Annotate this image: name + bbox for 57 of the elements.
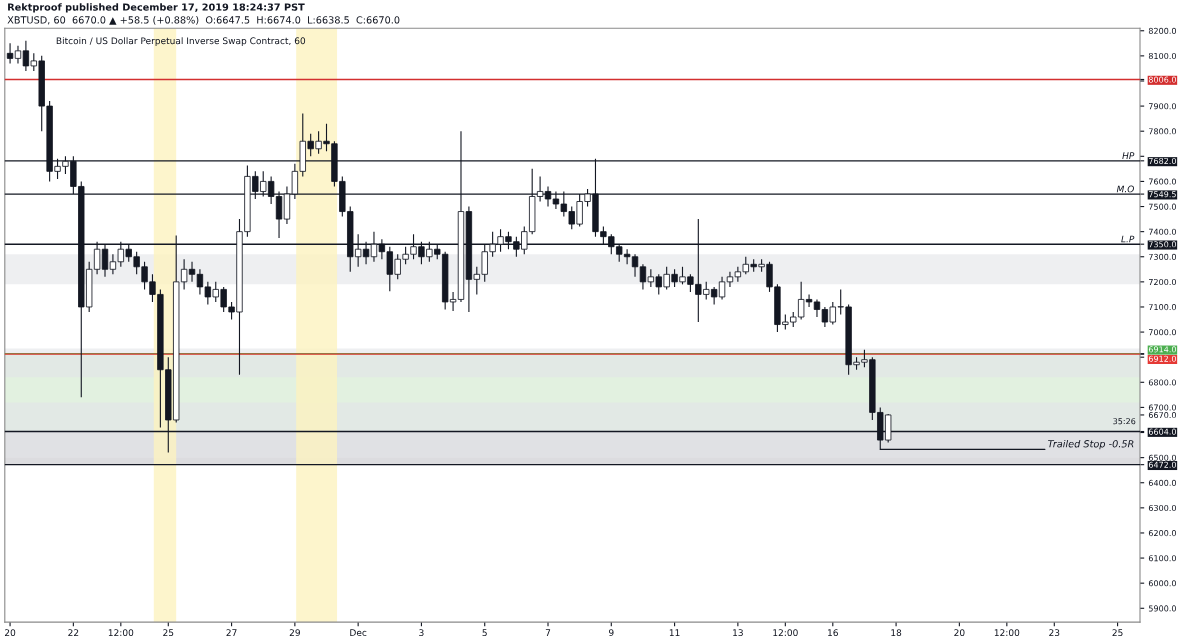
annotation: Trailed Stop -0.5R bbox=[1048, 439, 1134, 450]
y-tick-label: 6700.0 bbox=[1148, 404, 1176, 411]
y-tick-label: 7500.0 bbox=[1148, 203, 1176, 210]
y-tick-label: 8006.0 bbox=[1148, 76, 1176, 83]
y-tick-label: 7600.0 bbox=[1148, 178, 1176, 185]
text: Rektproof published December 17, 2019 18:24:37 PST bbox=[8, 3, 305, 13]
y-tick-label: 5900.0 bbox=[1148, 605, 1176, 612]
y-tick-label: 6300.0 bbox=[1148, 504, 1176, 512]
x-tick-label: 3 bbox=[419, 629, 424, 637]
y-tick-label: 8100.0 bbox=[1148, 52, 1176, 60]
y-tick-label: 7549.5 bbox=[1148, 191, 1176, 198]
y-tick-label: 6100.0 bbox=[1148, 555, 1176, 562]
y-tick-label: 6800.0 bbox=[1148, 379, 1176, 386]
y-tick-label: 7350.0 bbox=[1148, 241, 1176, 248]
x-tick-label: 23 bbox=[1049, 629, 1060, 637]
x-tick-label: 11 bbox=[669, 629, 680, 636]
x-tick-label: Dec bbox=[350, 629, 367, 637]
y-tick-label: 8200.0 bbox=[1148, 27, 1176, 34]
x-tick-label: 20 bbox=[4, 629, 16, 637]
x-tick-label: 13 bbox=[733, 629, 743, 637]
y-tick-label: 6912.0 bbox=[1148, 355, 1176, 362]
y-tick-label: 6200.0 bbox=[1148, 530, 1176, 537]
y-tick-label: 7300.0 bbox=[1148, 253, 1176, 260]
x-tick-label: 12:00 bbox=[773, 629, 798, 637]
ref-line-label: L.P bbox=[1121, 235, 1135, 243]
x-tick-label: 18 bbox=[891, 629, 902, 637]
y-tick-label: 6400.0 bbox=[1148, 479, 1176, 486]
x-tick-label: 12:00 bbox=[108, 629, 134, 637]
x-tick-label: 20 bbox=[954, 629, 965, 637]
y-tick-label: 6670.0 bbox=[1148, 412, 1176, 419]
x-tick-label: 25 bbox=[163, 629, 174, 637]
text: Bitcoin / US Dollar Perpetual Inverse Swap Contract, 60 bbox=[56, 37, 306, 46]
x-tick-label: 27 bbox=[226, 629, 237, 636]
x-tick-label: 12:00 bbox=[994, 629, 1020, 637]
x-tick-label: 16 bbox=[828, 629, 838, 637]
ref-line-label: M.O bbox=[1116, 185, 1134, 193]
y-tick-label: 7400.0 bbox=[1148, 228, 1176, 235]
y-tick-label: 7800.0 bbox=[1148, 128, 1176, 135]
y-tick-label: 7900.0 bbox=[1148, 103, 1176, 110]
x-tick-label: 22 bbox=[68, 629, 79, 636]
y-tick-label: 6000.0 bbox=[1148, 580, 1176, 587]
y-tick-label: 7100.0 bbox=[1148, 304, 1176, 311]
text: XBTUSD, 60 6670.0 ▲ +58.5 (+0.88%) O:6647.5 H:6674.0 L:6638.5 C:6670.0 bbox=[7, 16, 400, 25]
y-tick-label: 6914.0 bbox=[1148, 346, 1176, 353]
y-tick-label: 7200.0 bbox=[1148, 278, 1176, 286]
y-tick-label: 6500.0 bbox=[1148, 454, 1176, 461]
x-tick-label: 29 bbox=[289, 629, 300, 637]
annotation: 35:26 bbox=[1113, 418, 1136, 425]
y-tick-label: 6604.0 bbox=[1148, 428, 1176, 435]
y-tick-label: 7000.0 bbox=[1148, 329, 1176, 336]
x-tick-label: 7 bbox=[545, 629, 551, 636]
y-tick-label: 7682.0 bbox=[1148, 157, 1176, 164]
x-tick-label: 5 bbox=[482, 629, 487, 637]
x-tick-label: 9 bbox=[608, 629, 614, 637]
x-tick-label: 25 bbox=[1112, 629, 1123, 637]
ref-line-label: HP bbox=[1122, 152, 1135, 159]
y-tick-label: 6472.0 bbox=[1148, 461, 1176, 468]
